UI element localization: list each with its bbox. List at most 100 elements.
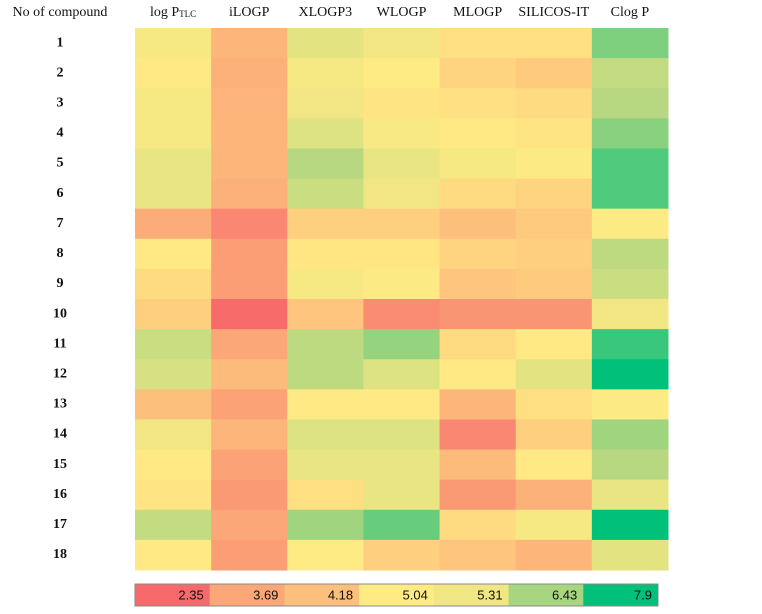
heatmap-cell bbox=[439, 178, 517, 210]
heatmap-cell bbox=[591, 449, 669, 481]
heatmap-cell bbox=[439, 88, 517, 119]
heatmap-cell bbox=[591, 268, 669, 300]
heatmap-cell bbox=[287, 329, 364, 360]
heatmap-cell bbox=[591, 178, 669, 210]
heatmap-cell bbox=[439, 389, 517, 420]
row-label: 6 bbox=[57, 186, 64, 201]
heatmap-cell bbox=[363, 359, 441, 390]
heatmap-cell bbox=[591, 479, 669, 511]
heatmap-cell bbox=[363, 238, 441, 270]
heatmap-cell bbox=[515, 58, 593, 89]
column-header: iLOGP bbox=[229, 5, 270, 20]
heatmap-cell bbox=[515, 299, 593, 330]
heatmap-cell bbox=[135, 208, 212, 240]
heatmap-cell bbox=[439, 359, 517, 390]
row-label: 10 bbox=[53, 306, 67, 321]
heatmap-cell bbox=[211, 148, 288, 180]
heatmap-cell bbox=[439, 329, 517, 360]
heatmap-cell bbox=[515, 268, 593, 300]
heatmap-cell bbox=[287, 238, 364, 270]
heatmap-cell bbox=[211, 208, 288, 240]
heatmap-cell bbox=[439, 208, 517, 240]
legend-label: 2.35 bbox=[178, 587, 203, 602]
row-label: 17 bbox=[53, 517, 67, 532]
heatmap-cell bbox=[135, 178, 212, 210]
heatmap-cell bbox=[211, 479, 288, 511]
heatmap-cell bbox=[363, 509, 441, 541]
heatmap-cell bbox=[591, 148, 669, 180]
row-label: 8 bbox=[57, 246, 64, 261]
heatmap-cell bbox=[591, 389, 669, 420]
heatmap-cell bbox=[515, 509, 593, 541]
heatmap-cell bbox=[135, 329, 212, 360]
heatmap-cell bbox=[135, 148, 212, 180]
heatmap-cell bbox=[287, 268, 364, 300]
legend-swatch bbox=[508, 584, 584, 606]
heatmap-cell bbox=[211, 509, 288, 541]
row-label: 4 bbox=[57, 126, 64, 141]
column-header-text: SILICOS-IT bbox=[518, 5, 589, 20]
legend-label: 3.69 bbox=[253, 587, 278, 602]
heatmap-cell bbox=[439, 58, 517, 89]
legend-swatch bbox=[433, 584, 510, 606]
column-header: SILICOS-IT bbox=[518, 5, 589, 20]
heatmap-cell bbox=[363, 178, 441, 210]
heatmap-cell bbox=[591, 58, 669, 89]
heatmap-cell bbox=[135, 509, 212, 541]
heatmap-cell bbox=[363, 389, 441, 420]
row-label: 13 bbox=[53, 397, 67, 412]
heatmap-cell bbox=[211, 419, 288, 451]
column-header-text: XLOGP3 bbox=[299, 5, 353, 20]
legend-border bbox=[134, 583, 659, 607]
heatmap-cell bbox=[515, 28, 593, 59]
heatmap-cell bbox=[515, 389, 593, 420]
legend-swatch bbox=[359, 584, 435, 606]
heatmap-cell bbox=[287, 359, 364, 390]
row-label: 3 bbox=[57, 95, 64, 110]
row-label: 15 bbox=[53, 457, 67, 472]
row-label: 5 bbox=[57, 156, 64, 171]
heatmap-cell bbox=[591, 208, 669, 240]
heatmap-cell bbox=[439, 118, 517, 149]
heatmap-cell bbox=[211, 118, 288, 149]
heatmap-cell bbox=[363, 58, 441, 89]
legend-swatch bbox=[209, 584, 285, 606]
heatmap-cell bbox=[591, 28, 669, 59]
heatmap-cell bbox=[135, 449, 212, 481]
heatmap-cell bbox=[515, 88, 593, 119]
heatmap-cell bbox=[591, 299, 669, 330]
heatmap-cell bbox=[591, 329, 669, 360]
column-header: log PTLC bbox=[150, 5, 196, 20]
heatmap-cell bbox=[591, 539, 669, 571]
heatmap-cell bbox=[211, 359, 288, 390]
heatmap-cell bbox=[591, 419, 669, 451]
heatmap-cell bbox=[363, 419, 441, 451]
heatmap-cell bbox=[363, 118, 441, 149]
heatmap-cell bbox=[439, 449, 517, 481]
heatmap-cell bbox=[135, 419, 212, 451]
legend-label: 6.43 bbox=[552, 587, 577, 602]
row-label: 16 bbox=[53, 487, 67, 502]
column-header-text: WLOGP bbox=[377, 5, 427, 20]
heatmap-cell bbox=[135, 299, 212, 330]
heatmap-cell bbox=[287, 299, 364, 330]
heatmap-cell bbox=[287, 148, 364, 180]
heatmap-cell bbox=[287, 389, 364, 420]
heatmap-cell bbox=[135, 539, 212, 571]
heatmap-cell bbox=[211, 299, 288, 330]
heatmap-cell bbox=[591, 88, 669, 119]
heatmap-cell bbox=[211, 58, 288, 89]
heatmap-cell bbox=[211, 268, 288, 300]
heatmap-cell bbox=[287, 88, 364, 119]
heatmap-cell bbox=[591, 238, 669, 270]
heatmap-cell bbox=[135, 118, 212, 149]
heatmap-cell bbox=[363, 329, 441, 360]
column-header: Clog P bbox=[611, 5, 650, 20]
heatmap-cell bbox=[135, 359, 212, 390]
heatmap-cell bbox=[363, 449, 441, 481]
heatmap-cell bbox=[211, 178, 288, 210]
column-header-text: iLOGP bbox=[229, 5, 270, 20]
heatmap-cell bbox=[591, 359, 669, 390]
heatmap-cell bbox=[515, 208, 593, 240]
